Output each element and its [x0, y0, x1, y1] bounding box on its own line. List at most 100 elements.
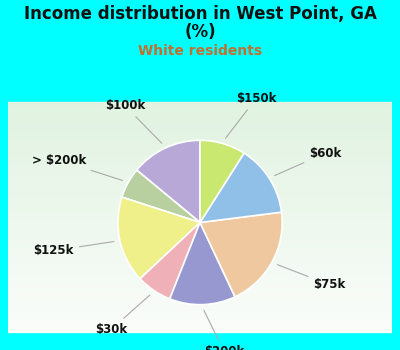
Text: $100k: $100k — [105, 99, 162, 143]
Bar — [8, 210, 392, 212]
Bar — [8, 274, 392, 277]
Bar — [8, 295, 392, 297]
Text: $60k: $60k — [275, 147, 342, 176]
Bar — [8, 276, 392, 279]
Text: $150k: $150k — [226, 92, 276, 138]
Bar — [8, 199, 392, 201]
Bar — [8, 121, 392, 123]
Bar — [8, 322, 392, 325]
Text: > $200k: > $200k — [32, 154, 122, 181]
Bar — [8, 164, 392, 167]
Text: White residents: White residents — [138, 44, 262, 58]
Bar — [8, 123, 392, 125]
Bar — [8, 174, 392, 176]
Wedge shape — [122, 170, 200, 223]
Bar — [8, 240, 392, 242]
Bar — [8, 187, 392, 189]
Bar — [8, 249, 392, 251]
Bar — [8, 284, 392, 286]
Bar — [8, 254, 392, 256]
Bar — [8, 183, 392, 185]
Bar — [8, 267, 392, 270]
Bar — [8, 194, 392, 196]
Bar — [8, 192, 392, 194]
Bar — [8, 288, 392, 290]
Bar — [8, 222, 392, 224]
Bar — [8, 128, 392, 130]
Bar — [8, 226, 392, 229]
Bar — [8, 212, 392, 215]
Bar — [8, 242, 392, 245]
Bar — [8, 201, 392, 203]
Bar — [8, 290, 392, 293]
Bar — [8, 281, 392, 284]
Bar — [8, 318, 392, 320]
Bar — [8, 144, 392, 146]
Bar — [8, 150, 392, 153]
Bar — [8, 114, 392, 116]
Bar — [8, 119, 392, 121]
Bar — [8, 189, 392, 192]
Bar — [8, 155, 392, 158]
Bar — [8, 146, 392, 148]
Wedge shape — [170, 223, 235, 304]
Bar — [8, 272, 392, 274]
Wedge shape — [118, 197, 200, 279]
Bar — [8, 196, 392, 199]
Bar — [8, 105, 392, 107]
Bar — [8, 325, 392, 327]
Bar — [8, 229, 392, 231]
Text: $200k: $200k — [204, 310, 244, 350]
Bar — [8, 297, 392, 300]
Bar — [8, 315, 392, 318]
Bar — [8, 286, 392, 288]
Bar — [8, 132, 392, 134]
Bar — [8, 180, 392, 183]
Bar — [8, 203, 392, 205]
Bar — [8, 219, 392, 222]
Bar — [8, 263, 392, 265]
Bar — [8, 311, 392, 313]
Bar — [8, 176, 392, 178]
Bar — [8, 245, 392, 247]
Bar — [8, 224, 392, 226]
Bar — [8, 302, 392, 304]
Bar — [8, 125, 392, 128]
Wedge shape — [137, 140, 200, 223]
Bar — [8, 178, 392, 180]
Bar — [8, 256, 392, 258]
Bar — [8, 208, 392, 210]
Bar — [8, 260, 392, 263]
Bar — [8, 270, 392, 272]
Bar — [8, 304, 392, 306]
Bar — [8, 258, 392, 260]
Bar — [8, 309, 392, 311]
Bar — [8, 107, 392, 109]
Bar — [8, 134, 392, 137]
Bar — [8, 205, 392, 208]
Bar — [8, 109, 392, 112]
Bar — [8, 171, 392, 174]
Bar — [8, 247, 392, 249]
Bar — [8, 139, 392, 141]
Bar — [8, 137, 392, 139]
Bar — [8, 185, 392, 187]
Bar — [8, 148, 392, 150]
Bar — [8, 329, 392, 331]
Text: $75k: $75k — [278, 265, 346, 291]
Text: (%): (%) — [184, 23, 216, 41]
Bar — [8, 320, 392, 322]
Wedge shape — [200, 153, 282, 223]
Wedge shape — [200, 212, 282, 297]
Bar — [8, 313, 392, 315]
Bar — [8, 167, 392, 169]
Bar — [8, 141, 392, 144]
Wedge shape — [140, 223, 200, 299]
Bar — [8, 265, 392, 267]
Bar — [8, 160, 392, 162]
Bar — [8, 217, 392, 219]
Bar — [8, 300, 392, 302]
Bar — [8, 169, 392, 171]
Bar — [8, 162, 392, 164]
Bar — [8, 231, 392, 233]
